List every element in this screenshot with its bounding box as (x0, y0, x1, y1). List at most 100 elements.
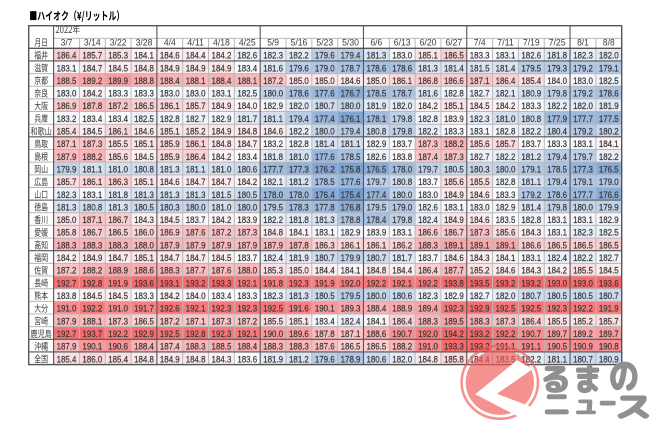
svg-text:188.4: 188.4 (237, 342, 257, 353)
svg-text:187.3: 187.3 (212, 316, 232, 327)
svg-text:180.8: 180.8 (82, 202, 102, 213)
svg-text:186.3: 186.3 (315, 240, 335, 251)
svg-text:189.6: 189.6 (289, 329, 309, 340)
svg-text:181.5: 181.5 (212, 190, 232, 201)
svg-text:183.3: 183.3 (108, 89, 128, 100)
svg-text:187.9: 187.9 (160, 240, 180, 251)
svg-text:187.8: 187.8 (315, 329, 335, 340)
svg-text:185.2: 185.2 (573, 316, 593, 327)
svg-text:187.2: 187.2 (263, 76, 283, 87)
svg-text:193.6: 193.6 (599, 278, 619, 289)
svg-text:185.4: 185.4 (108, 354, 128, 365)
svg-text:186.9: 186.9 (57, 101, 77, 112)
svg-text:180.0: 180.0 (341, 101, 361, 112)
svg-text:178.7: 178.7 (392, 89, 412, 100)
svg-text:182.6: 182.6 (521, 51, 541, 62)
svg-text:185.1: 185.1 (160, 127, 180, 138)
svg-text:182.3: 182.3 (573, 228, 593, 239)
svg-text:185.5: 185.5 (263, 316, 283, 327)
svg-text:184.5: 184.5 (82, 291, 102, 302)
svg-text:179.4: 179.4 (341, 127, 361, 138)
svg-text:187.9: 187.9 (57, 152, 77, 163)
svg-text:182.2: 182.2 (289, 51, 309, 62)
svg-text:183.1: 183.1 (470, 127, 490, 138)
svg-text:192.2: 192.2 (366, 278, 386, 289)
svg-text:183.9: 183.9 (444, 114, 464, 125)
svg-text:7/19: 7/19 (523, 36, 540, 47)
svg-text:181.3: 181.3 (108, 202, 128, 213)
svg-text:182.4: 182.4 (341, 316, 361, 327)
svg-text:189.7: 189.7 (599, 329, 619, 340)
svg-text:180.3: 180.3 (470, 164, 490, 175)
svg-text:183.1: 183.1 (547, 215, 567, 226)
svg-text:177.4: 177.4 (315, 114, 335, 125)
svg-text:185.6: 185.6 (444, 177, 464, 188)
svg-text:187.7: 187.7 (186, 266, 206, 277)
svg-text:181.4: 181.4 (521, 202, 541, 213)
svg-text:186.6: 186.6 (444, 76, 464, 87)
svg-text:181.0: 181.0 (496, 114, 516, 125)
svg-text:186.8: 186.8 (418, 76, 438, 87)
svg-text:184.0: 184.0 (547, 76, 567, 87)
svg-text:186.1: 186.1 (82, 177, 102, 188)
svg-text:181.2: 181.2 (289, 354, 309, 365)
svg-text:190.1: 190.1 (315, 304, 335, 315)
svg-text:186.4: 186.4 (392, 316, 412, 327)
svg-text:177.6: 177.6 (315, 89, 335, 100)
svg-text:185.4: 185.4 (521, 76, 541, 87)
svg-text:179.0: 179.0 (315, 63, 335, 74)
svg-text:187.8: 187.8 (289, 240, 309, 251)
svg-text:179.2: 179.2 (573, 127, 593, 138)
svg-text:180.0: 180.0 (186, 202, 206, 213)
svg-text:191.1: 191.1 (521, 342, 541, 353)
svg-text:181.1: 181.1 (547, 354, 567, 365)
svg-text:181.4: 181.4 (315, 139, 335, 150)
svg-text:183.1: 183.1 (444, 202, 464, 213)
svg-text:183.3: 183.3 (547, 139, 567, 150)
svg-text:192.9: 192.9 (134, 329, 154, 340)
svg-text:184.5: 184.5 (599, 266, 619, 277)
svg-text:193.6: 193.6 (134, 278, 154, 289)
svg-text:177.8: 177.8 (315, 202, 335, 213)
svg-text:193.8: 193.8 (444, 278, 464, 289)
svg-text:184.7: 184.7 (212, 177, 232, 188)
svg-text:6/27: 6/27 (445, 36, 462, 47)
svg-text:188.8: 188.8 (134, 76, 154, 87)
svg-text:182.2: 182.2 (418, 127, 438, 138)
svg-text:184.8: 184.8 (186, 354, 206, 365)
svg-text:5/30: 5/30 (342, 36, 359, 47)
svg-text:175.4: 175.4 (341, 190, 361, 201)
svg-text:184.3: 184.3 (470, 253, 490, 264)
svg-text:182.2: 182.2 (289, 127, 309, 138)
svg-text:182.9: 182.9 (366, 139, 386, 150)
svg-text:180.7: 180.7 (521, 291, 541, 302)
svg-text:186.3: 186.3 (108, 177, 128, 188)
svg-text:186.1: 186.1 (341, 240, 361, 251)
svg-text:185.3: 185.3 (263, 266, 283, 277)
svg-text:182.9: 182.9 (599, 215, 619, 226)
svg-text:181.3: 181.3 (186, 190, 206, 201)
svg-text:184.8: 184.8 (134, 354, 154, 365)
svg-text:185.9: 185.9 (160, 139, 180, 150)
svg-text:177.7: 177.7 (573, 114, 593, 125)
svg-text:4/25: 4/25 (239, 36, 256, 47)
svg-text:192.5: 192.5 (521, 304, 541, 315)
svg-text:192.7: 192.7 (57, 329, 77, 340)
svg-text:184.6: 184.6 (134, 127, 154, 138)
svg-text:185.8: 185.8 (57, 228, 77, 239)
svg-text:190.6: 190.6 (108, 342, 128, 353)
svg-text:179.6: 179.6 (315, 354, 335, 365)
svg-text:193.3: 193.3 (212, 278, 232, 289)
svg-text:187.4: 187.4 (418, 152, 438, 163)
svg-text:189.3: 189.3 (341, 304, 361, 315)
svg-text:184.6: 184.6 (263, 127, 283, 138)
svg-text:189.1: 189.1 (444, 240, 464, 251)
svg-text:182.4: 182.4 (418, 215, 438, 226)
svg-text:6/6: 6/6 (370, 36, 382, 47)
svg-text:189.1: 189.1 (470, 240, 490, 251)
svg-text:184.2: 184.2 (82, 89, 102, 100)
svg-text:180.6: 180.6 (392, 291, 412, 302)
svg-text:188.3: 188.3 (186, 342, 206, 353)
svg-text:192.9: 192.9 (470, 304, 490, 315)
svg-text:187.9: 187.9 (186, 240, 206, 251)
